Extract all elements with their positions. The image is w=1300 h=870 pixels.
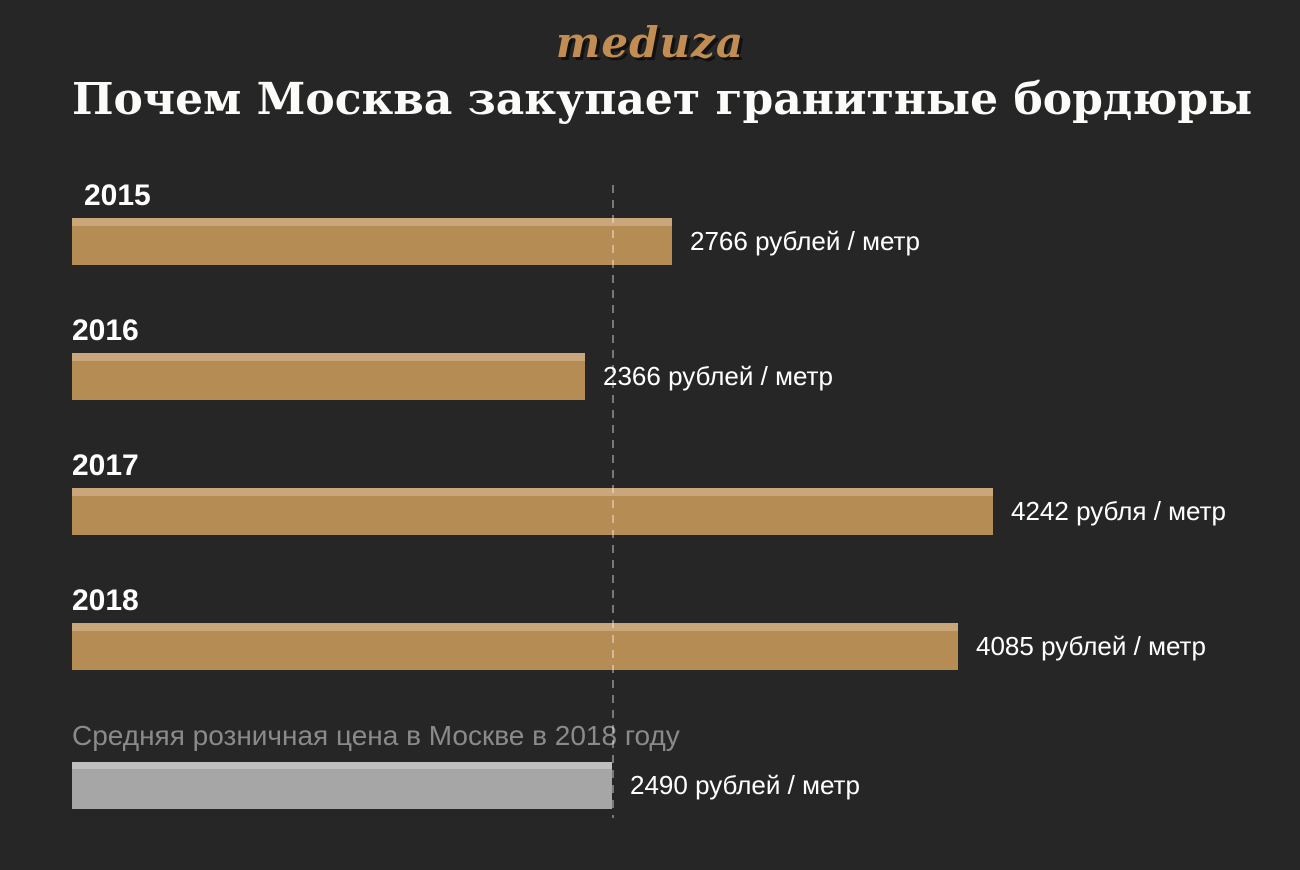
bar [72,353,585,400]
bar-track: 2490 рублей / метр [72,762,1300,809]
bar-track: 2766 рублей / метр [72,218,1300,265]
chart-row: 2018 4085 рублей / метр [72,585,1300,670]
bar [72,762,612,809]
chart-row: 2015 2766 рублей / метр [72,180,1300,265]
bar-value-label: 4242 рубля / метр [1011,496,1227,526]
chart-row: 2016 2366 рублей / метр [72,315,1300,400]
bar-category-label: 2016 [72,314,139,347]
chart-row: Средняя розничная цена в Москве в 2018 г… [72,720,1300,809]
bar [72,218,672,265]
bar-category-label: 2018 [72,584,139,617]
chart-row: 2017 4242 рубля / метр [72,450,1300,535]
bar-value-label: 2490 рублей / метр [630,770,860,800]
bar-category-label: Средняя розничная цена в Москве в 2018 г… [72,720,680,751]
bar-value-label: 2766 рублей / метр [690,226,920,256]
meduza-logo: meduza [555,18,745,67]
bar-value-label: 2366 рублей / метр [603,361,833,391]
bar-track: 2366 рублей / метр [72,353,1300,400]
bar [72,488,993,535]
bar-category-label: 2017 [72,449,139,482]
bar-rows-container: 2015 2766 рублей / метр 2016 2366 рублей… [72,180,1300,859]
bar [72,623,958,670]
bar-value-label: 4085 рублей / метр [976,631,1206,661]
page-title: Почем Москва закупает гранитные бордюры [72,74,1253,125]
bar-track: 4085 рублей / метр [72,623,1300,670]
bar-track: 4242 рубля / метр [72,488,1300,535]
bar-category-label: 2015 [84,179,151,212]
